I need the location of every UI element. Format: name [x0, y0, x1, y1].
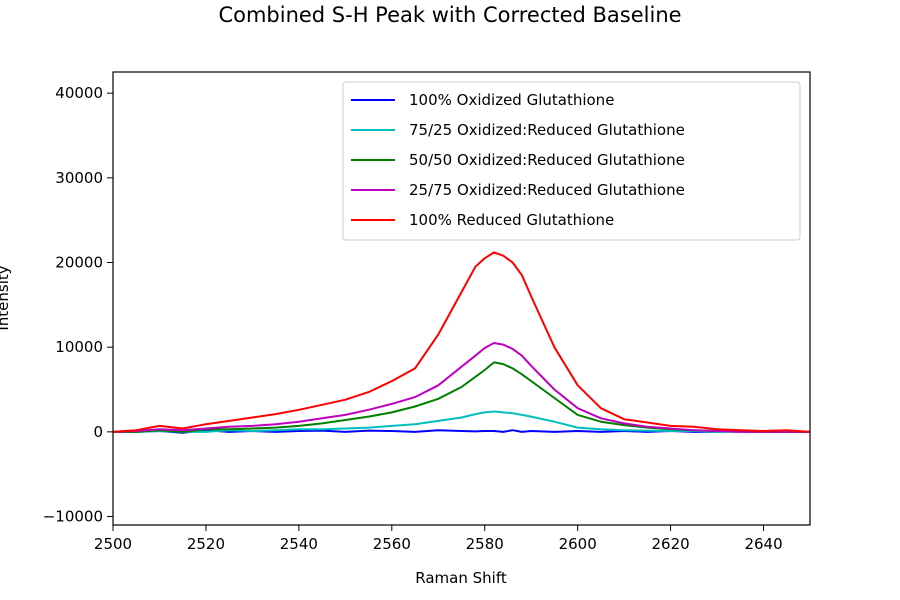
x-tick-label: 2600 [559, 535, 597, 553]
plot-lines [112, 251, 811, 434]
legend: 100% Oxidized Glutathione 75/25 Oxidized:… [342, 81, 801, 241]
y-tick-label: 20000 [55, 254, 103, 272]
x-tick-label: 2520 [187, 535, 225, 553]
legend-label: 100% Oxidized Glutathione [409, 91, 614, 109]
y-tick-label: 10000 [55, 338, 103, 356]
y-axis-label: Intensity [0, 265, 12, 330]
x-tick-label: 2640 [744, 535, 782, 553]
y-tick-label: −10000 [43, 508, 103, 526]
series-line-4 [112, 342, 810, 433]
x-tick-label: 2540 [280, 535, 318, 553]
y-tick-label: 0 [93, 423, 103, 441]
x-axis-label: Raman Shift [415, 569, 507, 587]
x-tick-label: 2500 [94, 535, 132, 553]
x-tick-label: 2560 [373, 535, 411, 553]
series-line-2 [113, 410, 810, 433]
chart-title: Combined S-H Peak with Corrected Baselin… [218, 3, 681, 27]
x-tick-label: 2620 [652, 535, 690, 553]
plot-frame [112, 71, 811, 526]
legend-box [342, 81, 801, 241]
y-axis: −10000 0 10000 20000 30000 40000 [43, 84, 113, 526]
x-axis: 2500 2520 2540 2560 2580 2600 2620 2640 [94, 525, 783, 553]
x-tick-label: 2580 [466, 535, 504, 553]
legend-label: 50/50 Oxidized:Reduced Glutathione [409, 151, 685, 169]
legend-label: 75/25 Oxidized:Reduced Glutathione [409, 121, 685, 139]
y-tick-label: 30000 [55, 169, 103, 187]
legend-label: 100% Reduced Glutathione [409, 211, 614, 229]
y-tick-label: 40000 [55, 84, 103, 102]
series-line-5 [112, 251, 811, 433]
legend-label: 25/75 Oxidized:Reduced Glutathione [409, 181, 685, 199]
series-line-3 [113, 361, 810, 433]
